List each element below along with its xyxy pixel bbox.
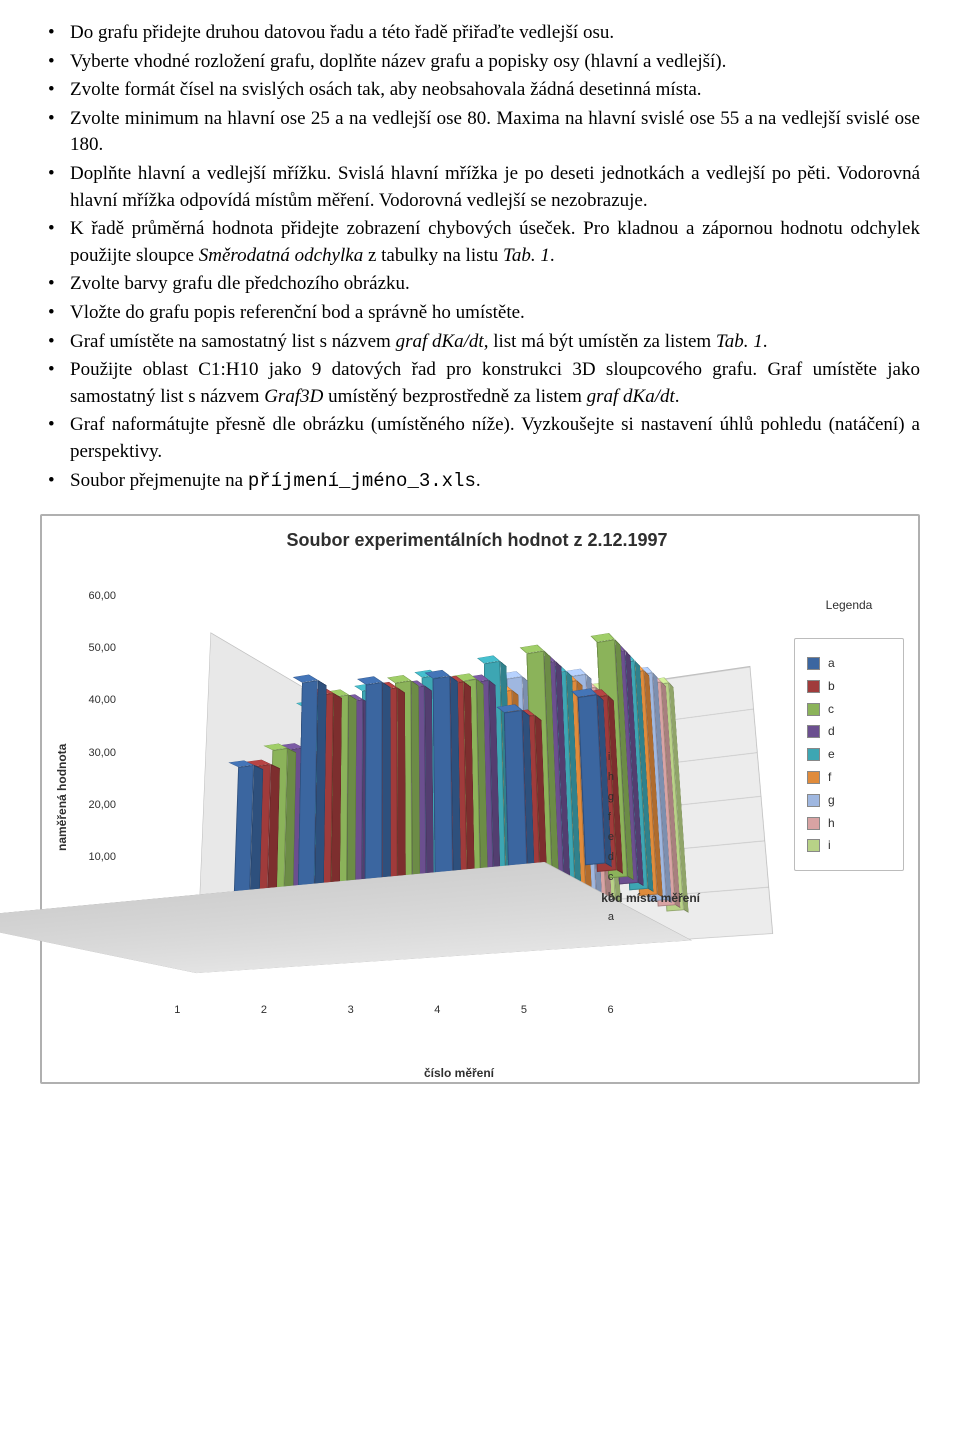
x-tick: 6	[608, 1003, 614, 1018]
z-tick: d	[608, 847, 614, 867]
legend-item: h	[807, 815, 891, 832]
legend-swatch	[807, 771, 820, 784]
chart-3d-container: Soubor experimentálních hodnot z 2.12.19…	[40, 514, 920, 1084]
z-tick: f	[608, 807, 614, 827]
legend-label: c	[828, 701, 834, 718]
legend-label: h	[828, 815, 835, 832]
legend-swatch	[807, 817, 820, 830]
z-tick: i	[608, 747, 614, 767]
instruction-item: Doplňte hlavní a vedlejší mřížku. Svislá…	[70, 161, 920, 214]
legend-item: f	[807, 769, 891, 786]
z-tick: h	[608, 767, 614, 787]
y-tick: 20,00	[76, 798, 116, 813]
legend-label: g	[828, 792, 835, 809]
instruction-item: Soubor přejmenujte na příjmení_jméno_3.x…	[70, 468, 920, 495]
legend-swatch	[807, 839, 820, 852]
z-axis-label: kód místa měření	[601, 890, 700, 907]
legend-item: d	[807, 723, 891, 740]
instruction-item: Do grafu přidejte druhou datovou řadu a …	[70, 20, 920, 47]
legend-item: c	[807, 701, 891, 718]
x-axis-label: číslo měření	[424, 1065, 494, 1082]
x-tick: 5	[521, 1003, 527, 1018]
z-tick: c	[608, 867, 614, 887]
instruction-item: Vyberte vhodné rozložení grafu, doplňte …	[70, 49, 920, 76]
legend-label: d	[828, 723, 835, 740]
x-tick: 4	[434, 1003, 440, 1018]
instruction-item: K řadě průměrná hodnota přidejte zobraze…	[70, 216, 920, 269]
legend-item: g	[807, 792, 891, 809]
instruction-item: Graf naformátujte přesně dle obrázku (um…	[70, 412, 920, 465]
y-tick: 40,00	[76, 693, 116, 708]
instruction-list: Do grafu přidejte druhou datovou řadu a …	[40, 20, 920, 494]
y-tick: 30,00	[76, 746, 116, 761]
x-axis-ticks: 1 2 3 4 5 6	[134, 1003, 654, 1018]
legend-box: abcdefghi	[794, 638, 904, 871]
legend-label: f	[828, 769, 831, 786]
legend-title: Legenda	[794, 597, 904, 614]
y-tick: 50,00	[76, 641, 116, 656]
legend-swatch	[807, 748, 820, 761]
legend-item: a	[807, 655, 891, 672]
chart-3d-scene: ihgfedcba kód místa měření	[122, 567, 784, 1027]
legend-swatch	[807, 703, 820, 716]
z-tick: a	[608, 907, 614, 927]
legend-item: e	[807, 746, 891, 763]
y-tick: 10,00	[76, 850, 116, 865]
y-tick: 60,00	[76, 589, 116, 604]
legend-label: a	[828, 655, 835, 672]
legend-swatch	[807, 680, 820, 693]
instruction-item: Použijte oblast C1:H10 jako 9 datových ř…	[70, 357, 920, 410]
legend-item: i	[807, 837, 891, 854]
legend-label: e	[828, 746, 835, 763]
legend-item: b	[807, 678, 891, 695]
legend: Legenda abcdefghi	[794, 567, 904, 1027]
y-axis-label: naměřená hodnota	[50, 567, 72, 1027]
z-tick: e	[608, 827, 614, 847]
chart-title: Soubor experimentálních hodnot z 2.12.19…	[50, 528, 904, 553]
x-tick: 3	[348, 1003, 354, 1018]
instruction-item: Zvolte formát čísel na svislých osách ta…	[70, 77, 920, 104]
instruction-item: Zvolte minimum na hlavní ose 25 a na ved…	[70, 106, 920, 159]
instruction-item: Zvolte barvy grafu dle předchozího obráz…	[70, 271, 920, 298]
z-tick: g	[608, 787, 614, 807]
legend-label: b	[828, 678, 835, 695]
x-tick: 2	[261, 1003, 267, 1018]
legend-swatch	[807, 794, 820, 807]
legend-label: i	[828, 837, 831, 854]
x-tick: 1	[174, 1003, 180, 1018]
y-axis-ticks: 60,0050,0040,0030,0020,0010,000,00	[72, 567, 122, 1027]
legend-swatch	[807, 657, 820, 670]
legend-swatch	[807, 725, 820, 738]
instruction-item: Graf umístěte na samostatný list s názve…	[70, 329, 920, 356]
instruction-item: Vložte do grafu popis referenční bod a s…	[70, 300, 920, 327]
